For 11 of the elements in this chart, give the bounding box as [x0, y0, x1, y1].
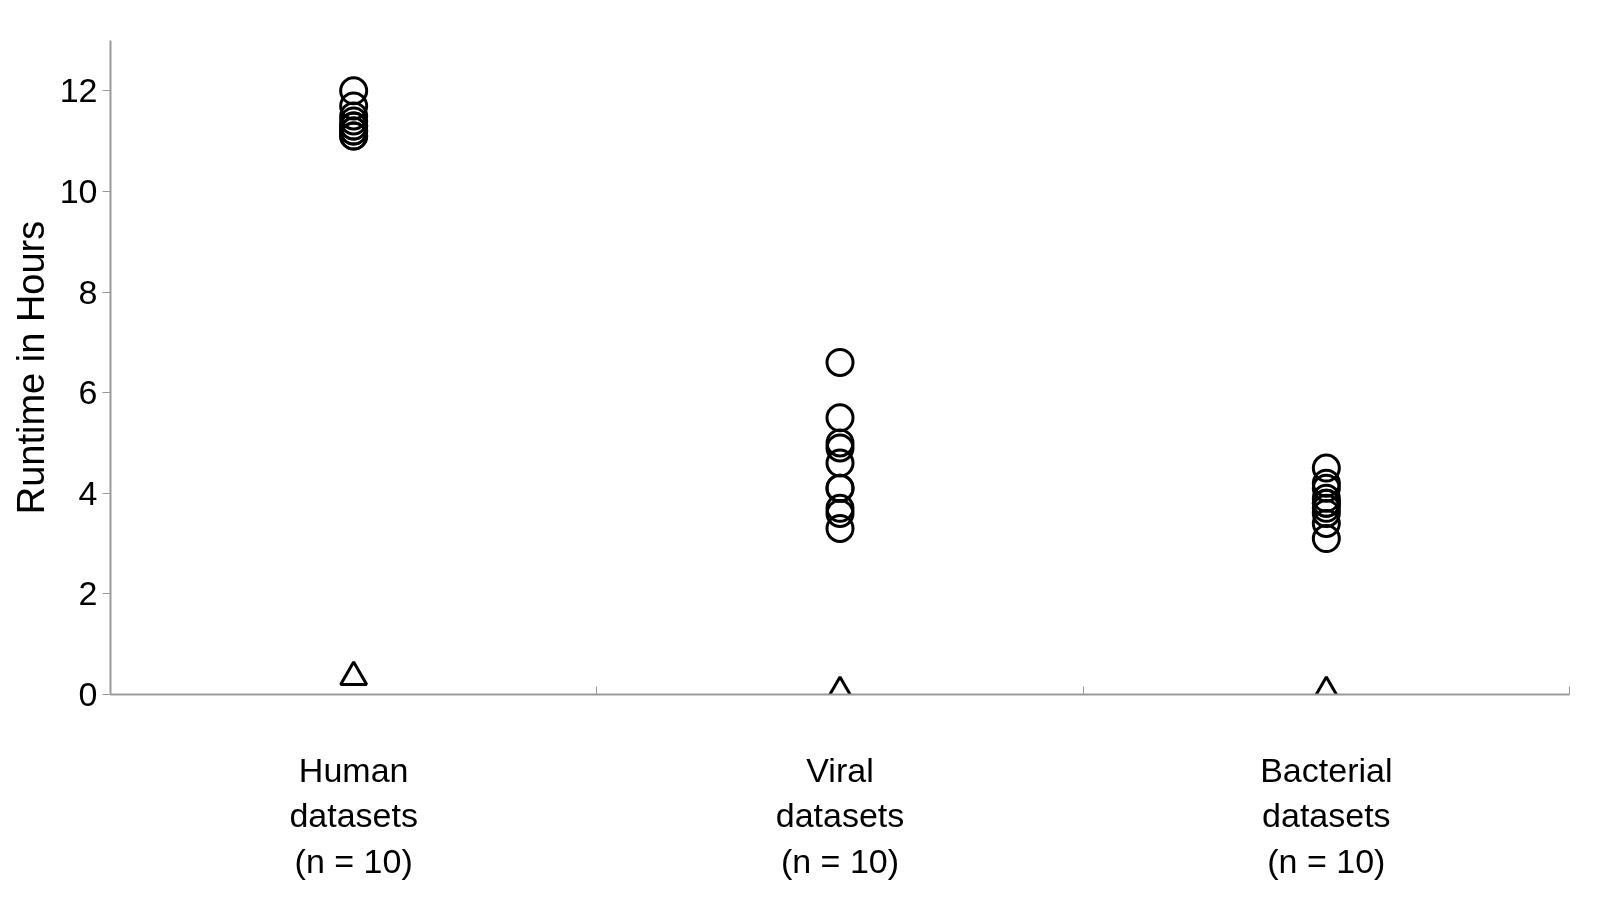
x-tick-label: Viral datasets (n = 10) — [775, 750, 905, 880]
y-tick-label: 8 — [78, 272, 98, 311]
y-tick-label: 0 — [78, 675, 98, 713]
y-tick-label: 6 — [78, 373, 98, 412]
y-tick-label: 12 — [59, 71, 98, 110]
y-tick-label: 10 — [59, 171, 98, 210]
y-tick-label: 4 — [78, 473, 98, 512]
x-tick-label: Bacterial datasets (n = 10) — [1260, 750, 1393, 880]
y-axis-title: Runtime in Hours — [9, 220, 52, 515]
x-tick-label: Human datasets (n = 10) — [289, 750, 418, 880]
y-tick-label: 2 — [78, 574, 98, 613]
